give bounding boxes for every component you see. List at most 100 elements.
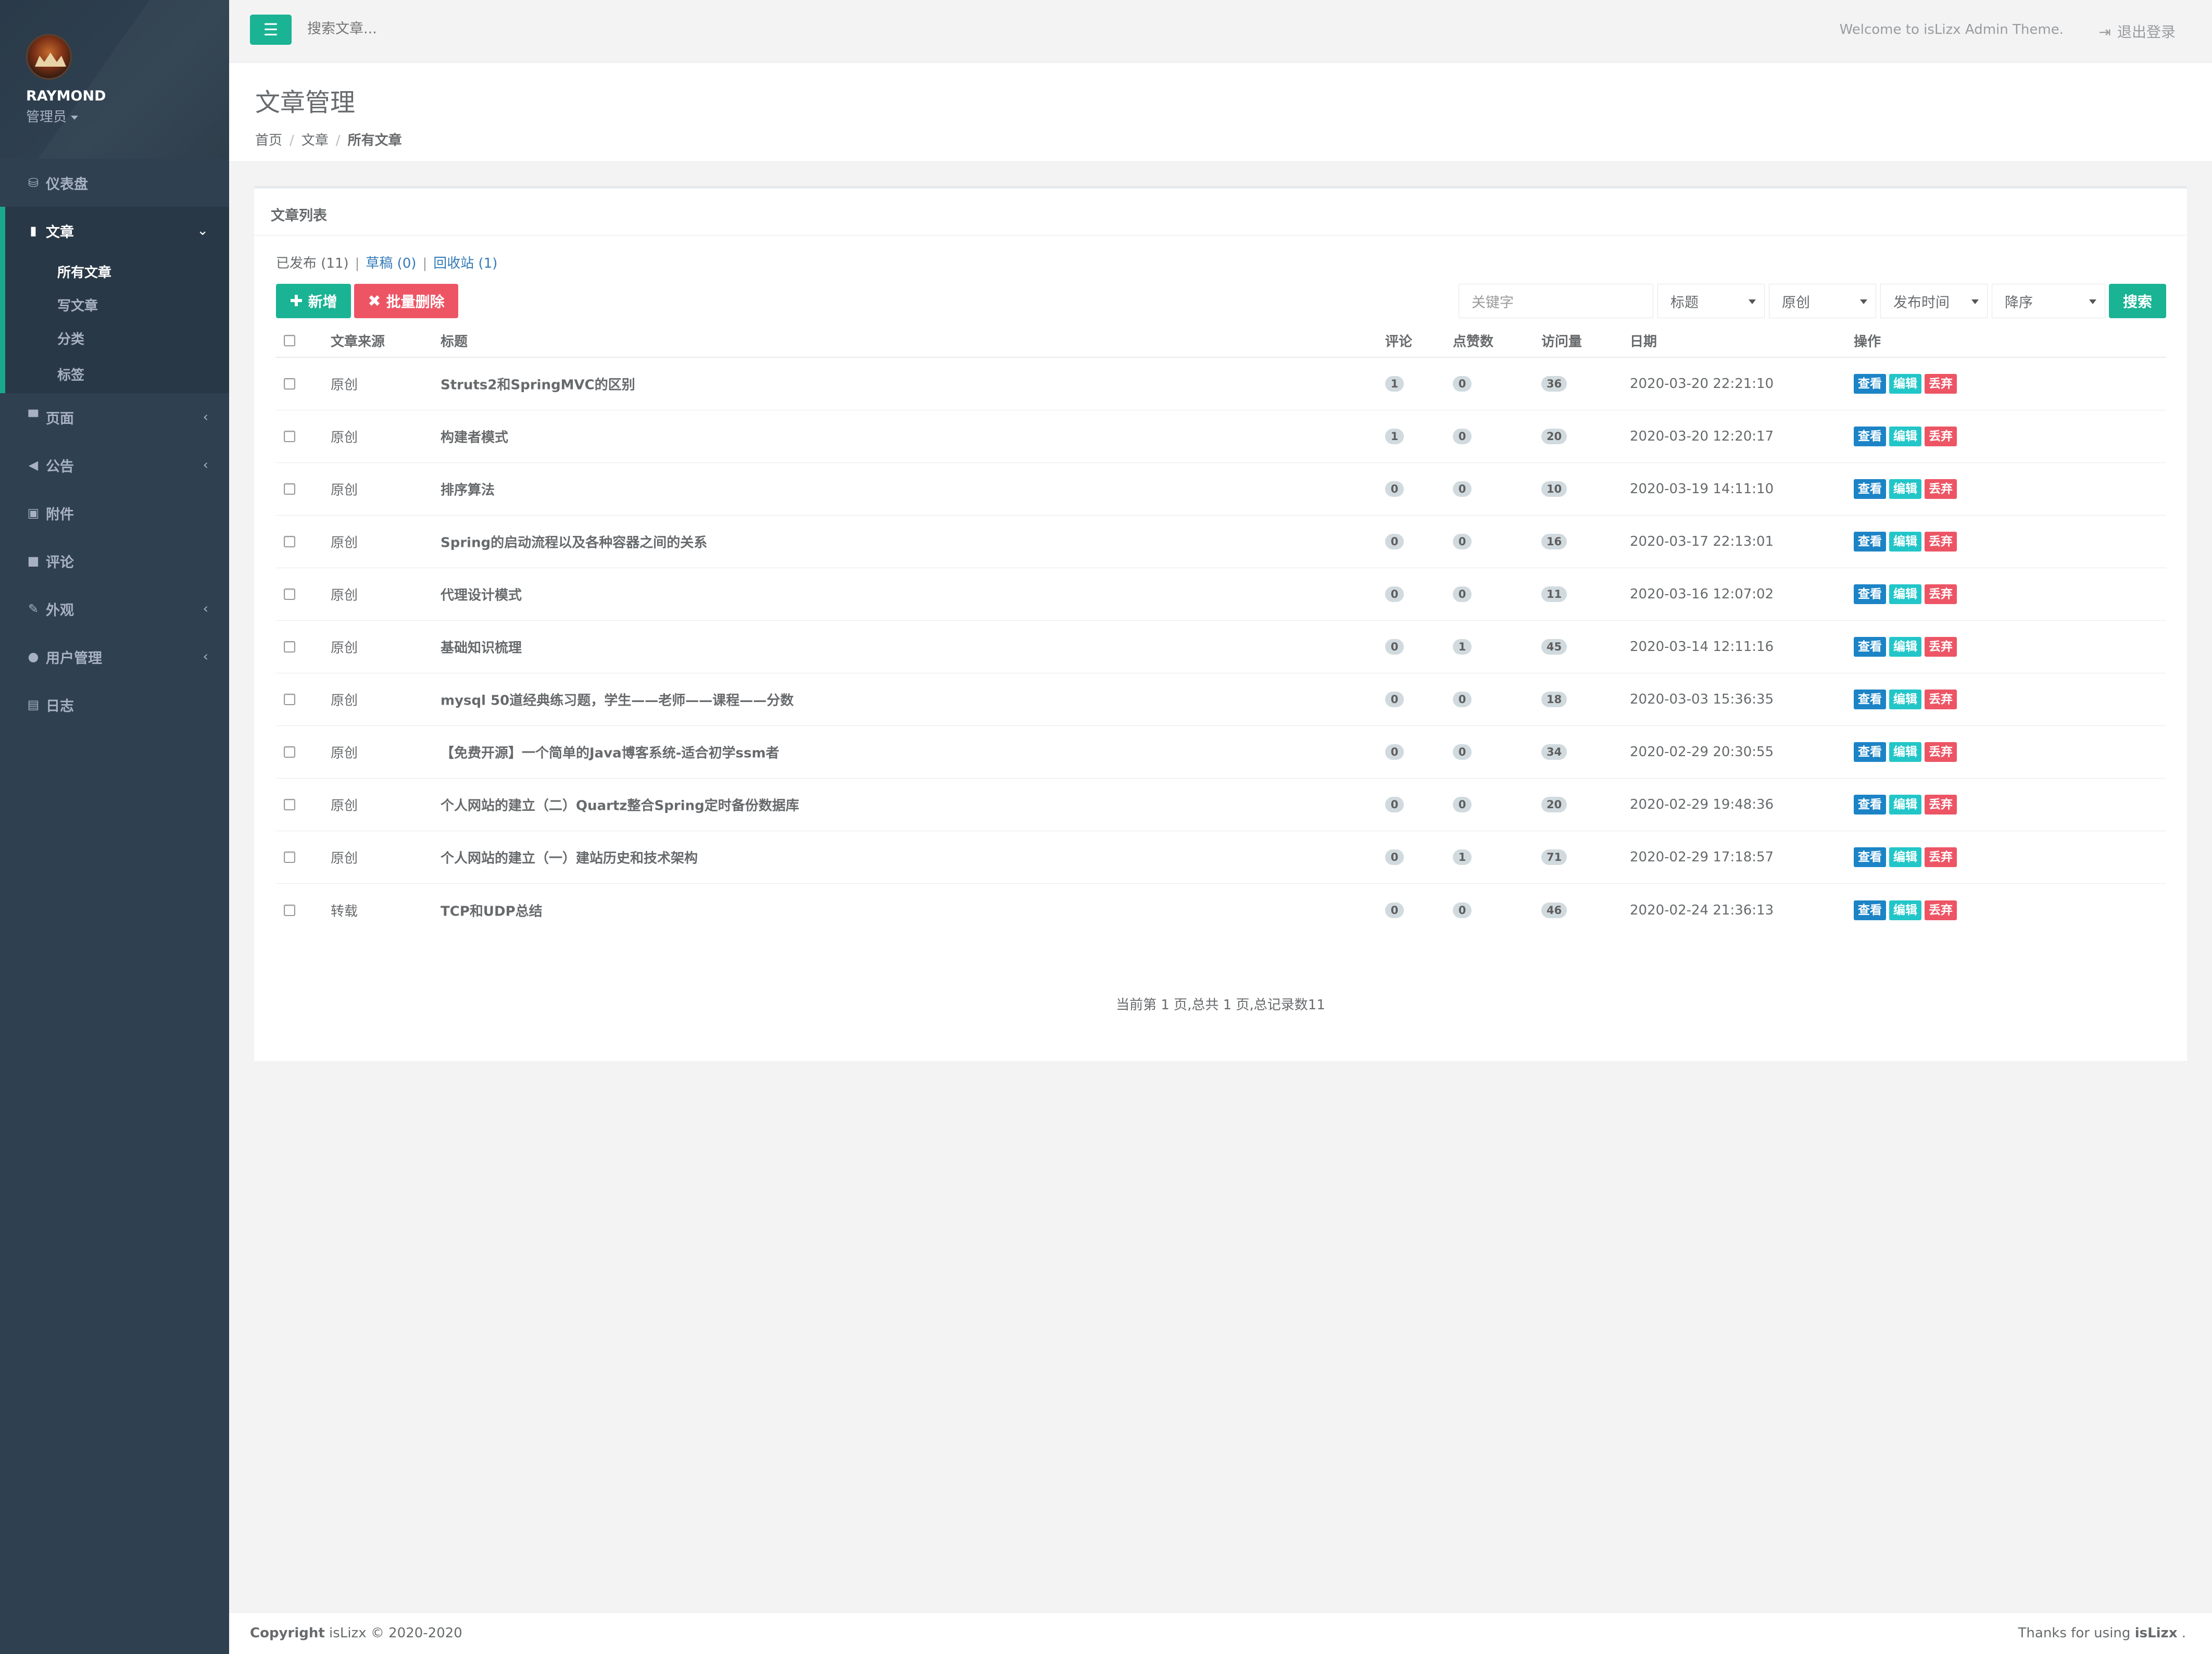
discard-button[interactable]: 丢弃 (1925, 584, 1957, 604)
row-checkbox[interactable] (284, 799, 295, 810)
view-button[interactable]: 查看 (1854, 479, 1886, 499)
view-button[interactable]: 查看 (1854, 795, 1886, 815)
add-article-button[interactable]: ✚ 新增 (276, 284, 351, 318)
row-title[interactable]: Spring的启动流程以及各种容器之间的关系 (441, 535, 708, 551)
sort-field-select[interactable]: 发布时间 (1880, 284, 1988, 318)
edit-button[interactable]: 编辑 (1889, 742, 1921, 762)
logout-link[interactable]: ⇥ 退出登录 (2099, 21, 2176, 42)
row-title[interactable]: 个人网站的建立（一）建站历史和技术架构 (441, 850, 698, 867)
batch-delete-label: 批量删除 (386, 293, 445, 310)
view-button[interactable]: 查看 (1854, 637, 1886, 657)
edit-button[interactable]: 编辑 (1889, 479, 1921, 499)
view-button[interactable]: 查看 (1854, 374, 1886, 394)
nav-comments[interactable]: ■ 评论 (0, 537, 229, 585)
discard-button[interactable]: 丢弃 (1925, 900, 1957, 920)
view-button[interactable]: 查看 (1854, 742, 1886, 762)
discard-button[interactable]: 丢弃 (1925, 479, 1957, 499)
discard-button[interactable]: 丢弃 (1925, 690, 1957, 709)
discard-button[interactable]: 丢弃 (1925, 427, 1957, 446)
row-checkbox[interactable] (284, 746, 295, 758)
nav-pages[interactable]: ▀ 页面 ‹ (0, 393, 229, 441)
discard-button[interactable]: 丢弃 (1925, 532, 1957, 552)
sub-tags[interactable]: 标签 (57, 367, 85, 383)
edit-button[interactable]: 编辑 (1889, 584, 1921, 604)
profile-role-dropdown[interactable]: 管理员 (26, 106, 229, 126)
edit-button[interactable]: 编辑 (1889, 847, 1921, 867)
filter-published[interactable]: 已发布 (11) (276, 256, 349, 271)
row-title[interactable]: 个人网站的建立（二）Quartz整合Spring定时备份数据库 (441, 798, 799, 814)
view-button[interactable]: 查看 (1854, 847, 1886, 867)
row-title[interactable]: 构建者模式 (441, 430, 509, 446)
nav-dashboard[interactable]: ⛁ 仪表盘 (0, 159, 229, 207)
nav-notices[interactable]: ◀ 公告 ‹ (0, 441, 229, 489)
discard-button[interactable]: 丢弃 (1925, 374, 1957, 394)
col-source: 文章来源 (331, 334, 385, 349)
row-title[interactable]: TCP和UDP总结 (441, 904, 543, 919)
sidebar-toggle-button[interactable]: ☰ (250, 15, 292, 45)
filter-drafts[interactable]: 草稿 (0) (366, 256, 417, 271)
sub-write-article[interactable]: 写文章 (57, 298, 98, 314)
edit-button[interactable]: 编辑 (1889, 427, 1921, 446)
row-title[interactable]: 排序算法 (441, 482, 495, 498)
search-input[interactable] (307, 21, 620, 37)
row-title[interactable]: Struts2和SpringMVC的区别 (441, 377, 635, 393)
edit-button[interactable]: 编辑 (1889, 532, 1921, 552)
chevron-left-icon: ‹ (203, 409, 208, 425)
nav-dashboard-label: 仪表盘 (46, 176, 88, 193)
discard-button[interactable]: 丢弃 (1925, 795, 1957, 815)
batch-delete-button[interactable]: ✖ 批量删除 (354, 284, 458, 318)
source-select[interactable]: 原创 (1769, 284, 1876, 318)
row-checkbox[interactable] (284, 378, 295, 390)
nav-articles-label: 文章 (46, 224, 74, 241)
copyright-label: Copyright (250, 1625, 325, 1641)
sub-categories[interactable]: 分类 (57, 331, 85, 347)
view-button[interactable]: 查看 (1854, 427, 1886, 446)
avatar[interactable] (26, 34, 72, 80)
sub-all-articles[interactable]: 所有文章 (57, 265, 112, 281)
row-checkbox[interactable] (284, 904, 295, 916)
nav-articles[interactable]: ▮ 文章 ⌄ (5, 207, 229, 255)
row-checkbox[interactable] (284, 536, 295, 547)
row-checkbox[interactable] (284, 694, 295, 705)
search-button[interactable]: 搜索 (2109, 284, 2166, 318)
row-title[interactable]: 代理设计模式 (441, 587, 522, 604)
nav-logs[interactable]: ▤ 日志 (0, 681, 229, 729)
nav-users[interactable]: ● 用户管理 ‹ (0, 633, 229, 681)
row-title[interactable]: 基础知识梳理 (441, 640, 522, 656)
row-date: 2020-03-20 22:21:10 (1630, 376, 1774, 392)
views-badge: 11 (1541, 586, 1567, 602)
row-checkbox[interactable] (284, 588, 295, 600)
edit-button[interactable]: 编辑 (1889, 690, 1921, 709)
nav-attachments[interactable]: ▣ 附件 (0, 489, 229, 537)
view-button[interactable]: 查看 (1854, 690, 1886, 709)
discard-button[interactable]: 丢弃 (1925, 742, 1957, 762)
view-button[interactable]: 查看 (1854, 584, 1886, 604)
row-title[interactable]: 【免费开源】一个简单的Java博客系统-适合初学ssm者 (441, 745, 780, 761)
filter-trash[interactable]: 回收站 (1) (433, 256, 498, 271)
discard-button[interactable]: 丢弃 (1925, 637, 1957, 657)
edit-button[interactable]: 编辑 (1889, 637, 1921, 657)
row-title[interactable]: mysql 50道经典练习题，学生——老师——课程——分数 (441, 693, 794, 709)
edit-button[interactable]: 编辑 (1889, 374, 1921, 394)
order-select[interactable]: 降序 (1992, 284, 2105, 318)
keyword-input[interactable]: 关键字 (1459, 284, 1653, 318)
row-checkbox[interactable] (284, 431, 295, 442)
select-all-checkbox[interactable] (284, 334, 295, 346)
row-checkbox[interactable] (284, 851, 295, 863)
row-checkbox[interactable] (284, 641, 295, 653)
nav-appearance[interactable]: ✎ 外观 ‹ (0, 585, 229, 633)
edit-button[interactable]: 编辑 (1889, 795, 1921, 815)
view-button[interactable]: 查看 (1854, 532, 1886, 552)
nav-articles-group: ▮ 文章 ⌄ 所有文章 写文章 分类 标签 (0, 207, 229, 393)
view-button[interactable]: 查看 (1854, 900, 1886, 920)
discard-button[interactable]: 丢弃 (1925, 847, 1957, 867)
book-icon: ▮ (30, 223, 37, 238)
row-checkbox[interactable] (284, 483, 295, 495)
table-row: 原创 排序算法 0 0 10 2020-03-19 14:11:10 查看 编辑 丢弃 (276, 463, 2166, 516)
breadcrumb-articles[interactable]: 文章 (301, 133, 329, 148)
field-select[interactable]: 标题 (1657, 284, 1765, 318)
breadcrumb-home[interactable]: 首页 (255, 133, 283, 148)
logout-label: 退出登录 (2117, 23, 2176, 41)
edit-button[interactable]: 编辑 (1889, 900, 1921, 920)
views-badge: 16 (1541, 534, 1567, 549)
